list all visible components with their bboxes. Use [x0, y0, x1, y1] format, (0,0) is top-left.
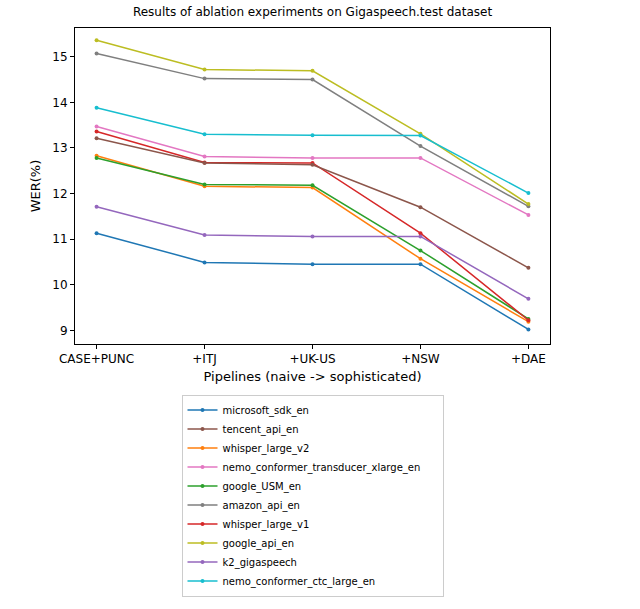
svg-text:WER(%): WER(%) — [28, 160, 43, 213]
svg-text:microsoft_sdk_en: microsoft_sdk_en — [223, 405, 309, 417]
svg-text:+ITJ: +ITJ — [192, 352, 216, 366]
svg-text:whisper_large_v1: whisper_large_v1 — [223, 519, 310, 531]
svg-text:CASE+PUNC: CASE+PUNC — [59, 352, 134, 366]
svg-text:google_api_en: google_api_en — [223, 538, 295, 550]
svg-text:10: 10 — [52, 278, 67, 292]
svg-text:Results of ablation experiment: Results of ablation experiments on Gigas… — [133, 5, 493, 19]
svg-text:14: 14 — [52, 96, 67, 110]
svg-text:google_USM_en: google_USM_en — [223, 481, 302, 493]
svg-text:amazon_api_en: amazon_api_en — [223, 500, 300, 512]
svg-text:9: 9 — [60, 324, 68, 338]
svg-text:13: 13 — [52, 141, 67, 155]
svg-text:11: 11 — [52, 232, 67, 246]
svg-text:+NSW: +NSW — [401, 352, 440, 366]
svg-text:nemo_conformer_transducer_xlar: nemo_conformer_transducer_xlarge_en — [223, 462, 421, 474]
svg-text:+UK-US: +UK-US — [289, 352, 335, 366]
svg-text:15: 15 — [52, 50, 67, 64]
svg-text:+DAE: +DAE — [511, 352, 546, 366]
svg-text:12: 12 — [52, 187, 67, 201]
svg-text:nemo_conformer_ctc_large_en: nemo_conformer_ctc_large_en — [223, 576, 376, 588]
svg-text:k2_gigaspeech: k2_gigaspeech — [223, 557, 297, 569]
svg-text:tencent_api_en: tencent_api_en — [223, 424, 299, 436]
svg-text:whisper_large_v2: whisper_large_v2 — [223, 443, 310, 455]
svg-text:Pipelines (naive -> sophistica: Pipelines (naive -> sophisticated) — [203, 369, 421, 384]
